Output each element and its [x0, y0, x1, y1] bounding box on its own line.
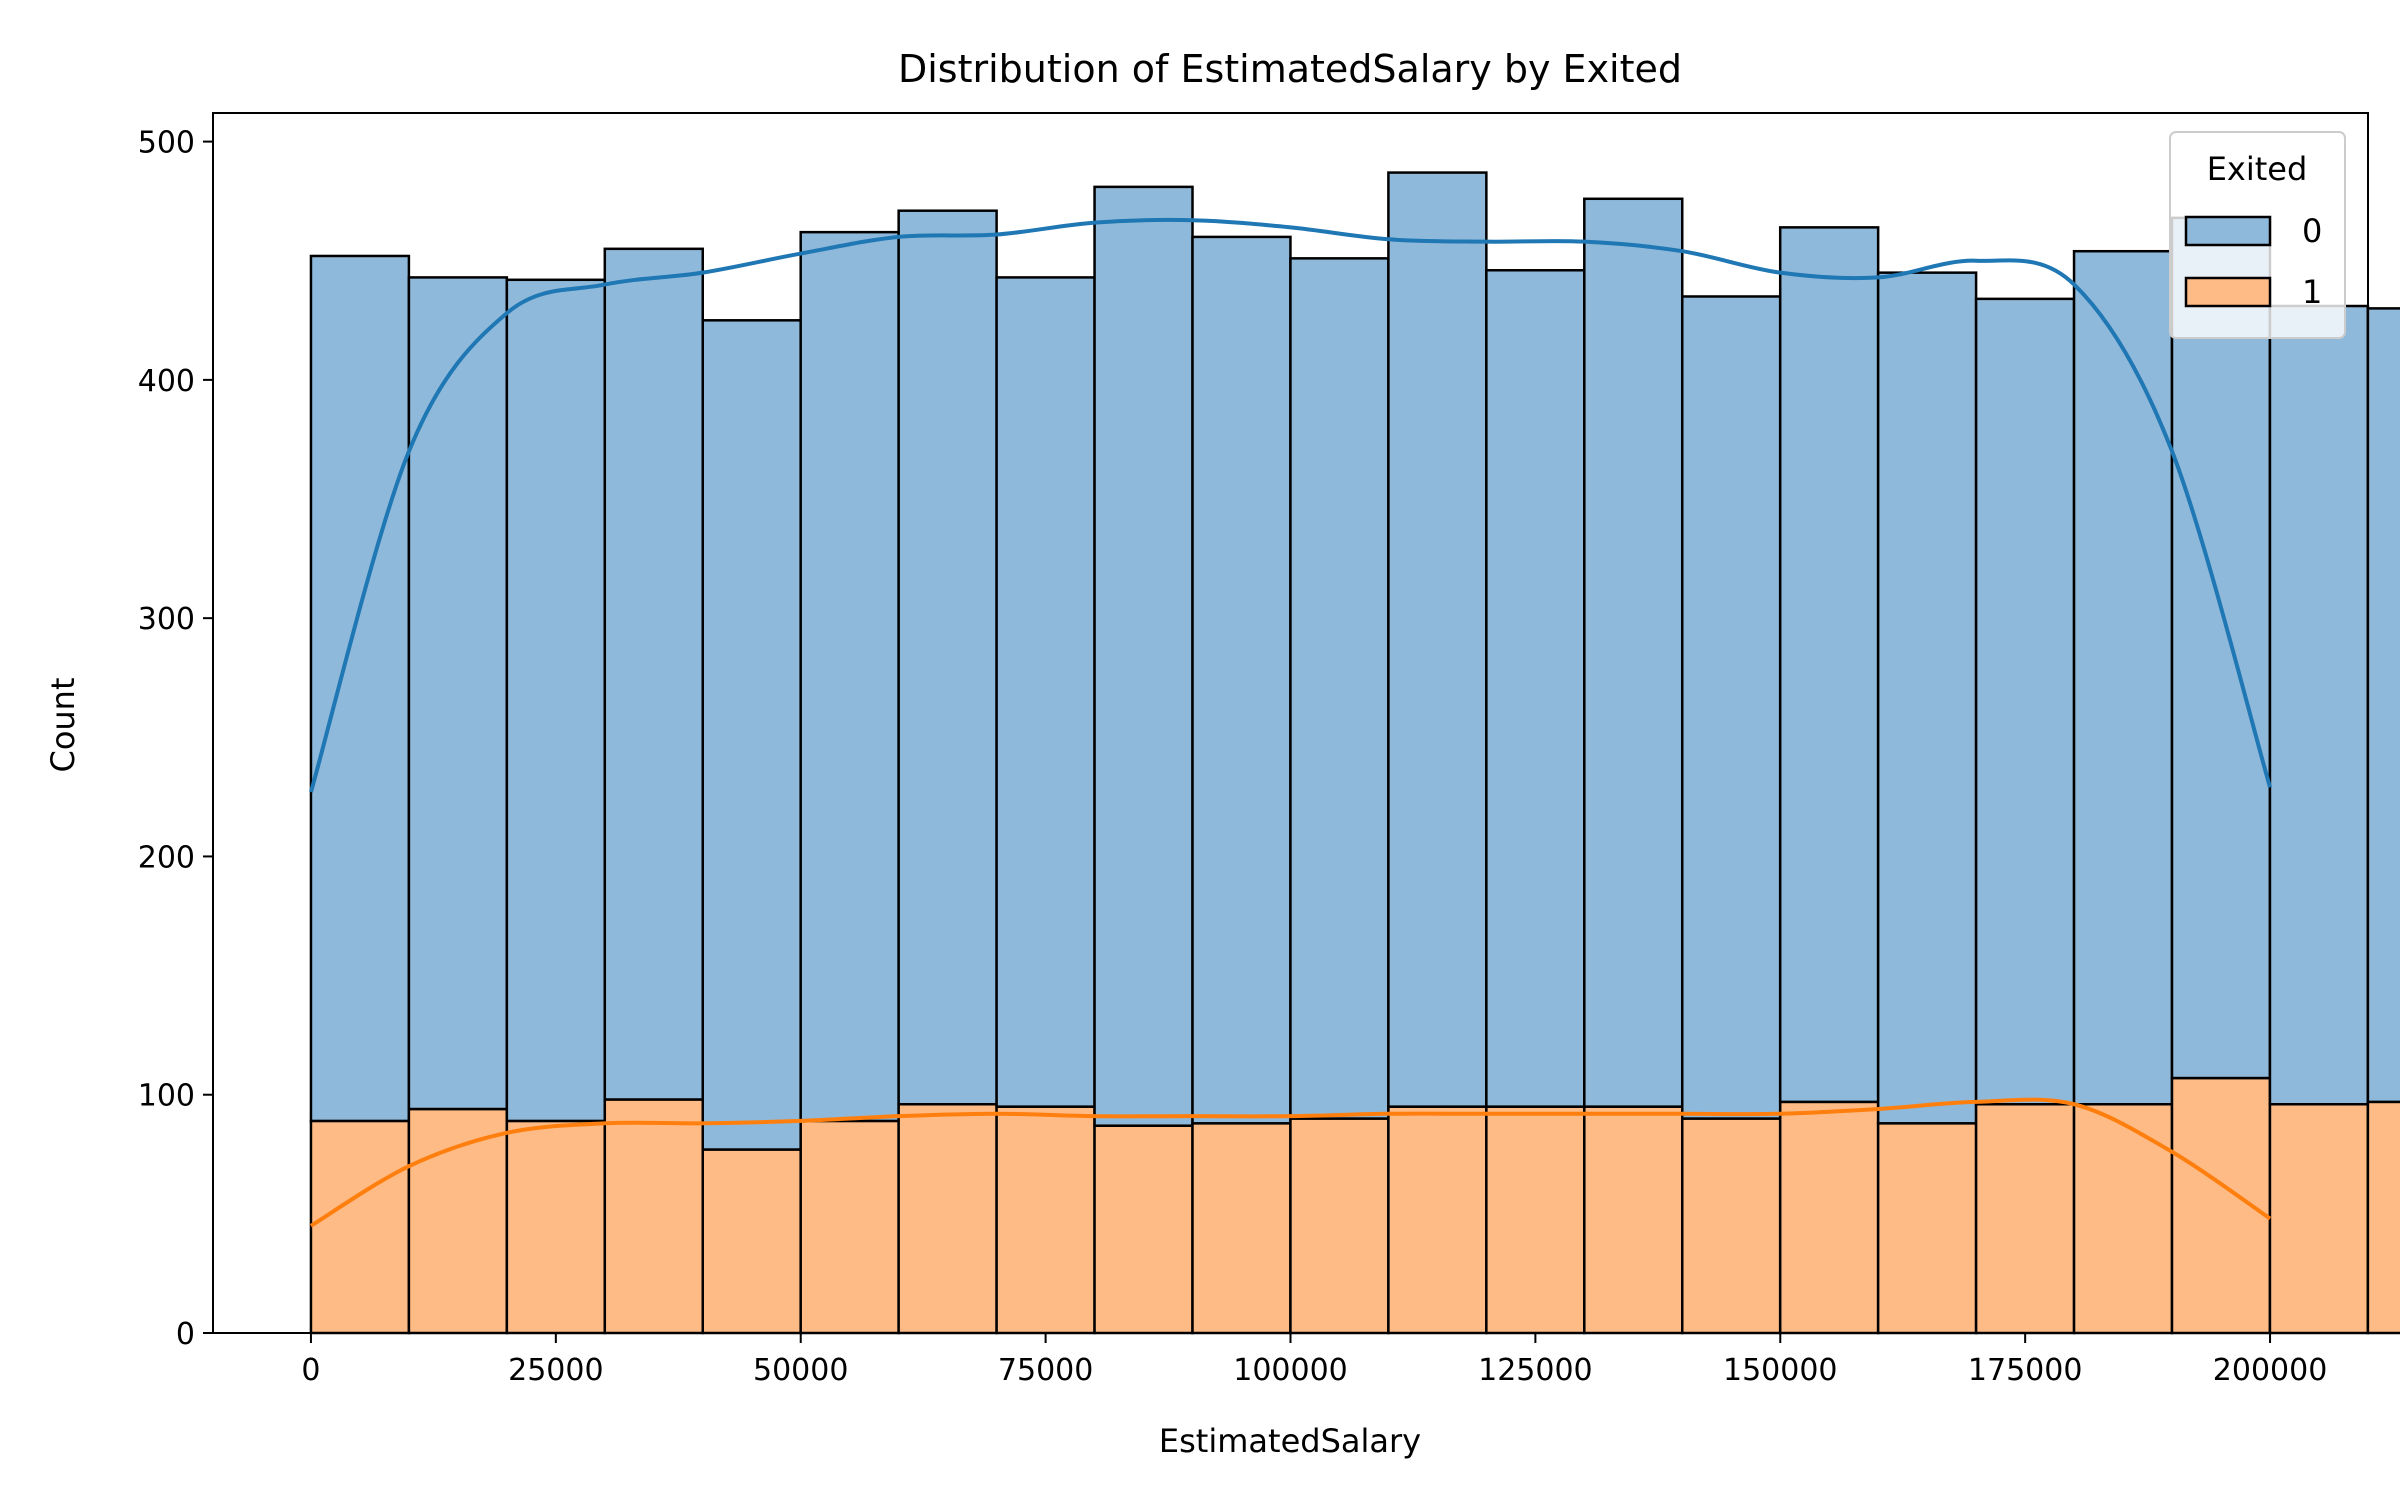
- bar-exited-0-11: [1387, 171, 1488, 1108]
- plot-area: 0 25000 50000 75000 100000 125000 150000 175000…: [138, 112, 2400, 1388]
- bar-exited-1-5: [799, 1119, 900, 1335]
- bar-exited-1-9: [1191, 1122, 1292, 1335]
- bar-exited-1-0: [309, 1119, 411, 1335]
- bar-exited-1-7: [995, 1105, 1096, 1335]
- bar-exited-0-16: [1876, 271, 1978, 1125]
- bar-exited-0-12: [1485, 269, 1586, 1108]
- bar-exited-0-20: [2268, 304, 2370, 1106]
- x-tick-label-175000: 175000: [1968, 1353, 2083, 1388]
- bar-exited-1-16: [1876, 1122, 1978, 1335]
- x-tick-label-125000: 125000: [1478, 1353, 1593, 1388]
- bar-exited-0-18: [2072, 249, 2174, 1106]
- bar-exited-1-13: [1583, 1105, 1684, 1335]
- chart-title: Distribution of EstimatedSalary by Exite…: [898, 47, 1682, 91]
- kde-line-exited-1: [309, 1097, 2272, 1228]
- legend-title: Exited: [2207, 150, 2308, 188]
- bar-exited-1-18: [2072, 1103, 2174, 1335]
- bar-exited-0-21: [2366, 307, 2400, 1104]
- legend-swatch-0: [2184, 215, 2272, 247]
- y-tick-label-400: 400: [138, 364, 195, 399]
- x-tick-label-50000: 50000: [753, 1353, 848, 1388]
- bar-exited-1-2: [505, 1119, 607, 1335]
- x-tick-label-25000: 25000: [508, 1353, 603, 1388]
- bar-exited-0-6: [897, 209, 998, 1106]
- bar-exited-0-15: [1778, 226, 1880, 1104]
- x-tick-label-75000: 75000: [998, 1353, 1093, 1388]
- bar-exited-0-5: [799, 230, 900, 1123]
- bar-exited-0-1: [407, 276, 509, 1111]
- bar-exited-1-14: [1680, 1117, 1782, 1335]
- bar-exited-1-3: [603, 1098, 705, 1335]
- x-tick-label-100000: 100000: [1233, 1353, 1348, 1388]
- kde-line-exited-0: [309, 217, 2272, 793]
- y-tick-label-200: 200: [138, 840, 195, 875]
- bar-exited-0-7: [995, 276, 1096, 1108]
- y-tick-label-300: 300: [138, 602, 195, 637]
- bar-exited-0-3: [603, 247, 705, 1101]
- bar-exited-1-21: [2366, 1100, 2400, 1335]
- bar-exited-0-10: [1289, 257, 1390, 1120]
- y-tick-label-500: 500: [138, 126, 195, 161]
- x-tick-label-200000: 200000: [2213, 1353, 2328, 1388]
- bar-exited-1-8: [1093, 1124, 1194, 1335]
- bar-exited-1-12: [1485, 1105, 1586, 1335]
- bar-exited-1-17: [1974, 1103, 2076, 1335]
- x-tick-label-0: 0: [301, 1353, 320, 1388]
- y-tick-label-100: 100: [138, 1079, 195, 1114]
- bar-exited-0-0: [309, 254, 411, 1123]
- bar-exited-0-17: [1974, 297, 2076, 1106]
- y-axis-label: Count: [44, 677, 82, 772]
- bar-exited-1-10: [1289, 1117, 1390, 1335]
- legend-label-1: 1: [2302, 273, 2322, 311]
- bar-exited-0-8: [1093, 185, 1194, 1127]
- bar-exited-0-13: [1583, 197, 1684, 1108]
- bar-exited-0-9: [1191, 235, 1292, 1125]
- legend: Exited 0 1: [2169, 131, 2346, 339]
- bar-exited-0-2: [505, 278, 607, 1123]
- legend-label-0: 0: [2302, 212, 2322, 250]
- bar-exited-1-11: [1387, 1105, 1488, 1335]
- bar-exited-1-19: [2170, 1076, 2272, 1335]
- bar-exited-0-19: [2170, 216, 2272, 1080]
- x-axis-label: EstimatedSalary: [1159, 1422, 1421, 1460]
- bar-exited-0-14: [1680, 295, 1782, 1120]
- y-tick-label-0: 0: [176, 1317, 195, 1352]
- legend-swatch-1: [2184, 276, 2272, 308]
- bar-exited-1-1: [407, 1107, 509, 1335]
- bar-exited-0-4: [701, 319, 802, 1151]
- bar-exited-1-4: [701, 1148, 802, 1335]
- bar-exited-1-6: [897, 1103, 998, 1335]
- x-tick-label-150000: 150000: [1723, 1353, 1838, 1388]
- bar-exited-1-15: [1778, 1100, 1880, 1335]
- bar-exited-1-20: [2268, 1103, 2370, 1335]
